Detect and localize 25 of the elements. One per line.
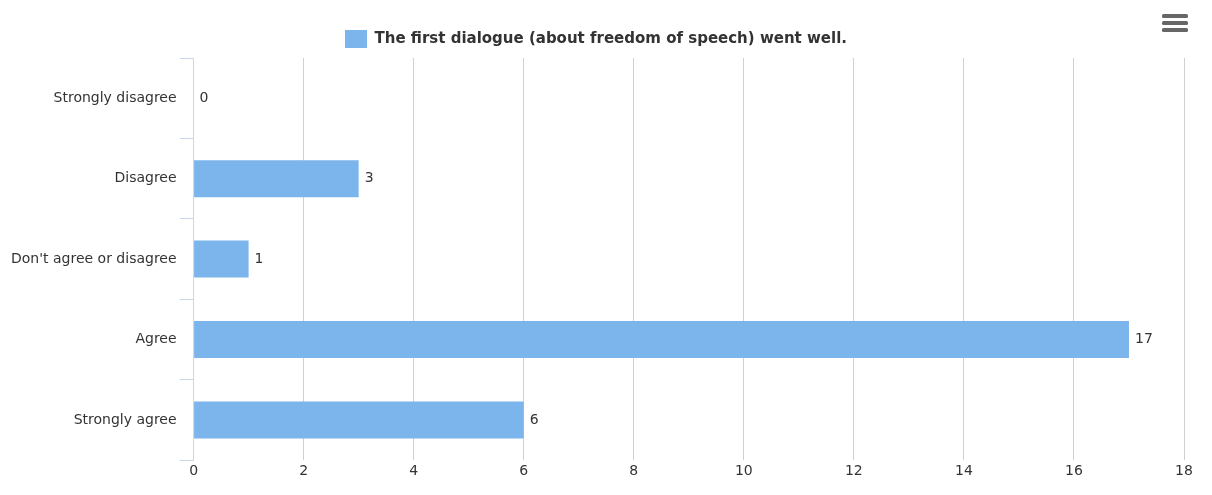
y-tick-label: Don't agree or disagree: [10, 249, 177, 266]
bar: [194, 401, 524, 439]
x-tick-label: 18: [1175, 462, 1193, 479]
y-tick-label: Disagree: [114, 169, 177, 186]
bar: [194, 240, 249, 278]
bar: [194, 160, 359, 198]
x-tick-label: 2: [299, 462, 309, 479]
x-tick-label: 10: [734, 462, 753, 479]
bar: [194, 321, 1129, 359]
x-tick-label: 6: [519, 462, 529, 479]
y-tick-label: Strongly agree: [73, 410, 177, 427]
x-tick-label: 4: [409, 462, 419, 479]
data-label: 6: [529, 410, 539, 427]
x-tick-label: 12: [844, 462, 863, 479]
y-tick-label: Strongly disagree: [53, 88, 177, 105]
x-tick-label: 14: [954, 462, 973, 479]
legend-label: The first dialogue (about freedom of speech) went well.: [374, 28, 848, 47]
y-tick-label: Agree: [135, 330, 177, 347]
data-label: 17: [1134, 330, 1153, 347]
x-tick-label: 16: [1065, 462, 1083, 479]
x-tick-label: 0: [189, 462, 199, 479]
data-label: 3: [364, 169, 374, 186]
data-label: 1: [254, 249, 264, 266]
x-tick-label: 8: [629, 462, 639, 479]
data-label: 0: [199, 88, 209, 105]
